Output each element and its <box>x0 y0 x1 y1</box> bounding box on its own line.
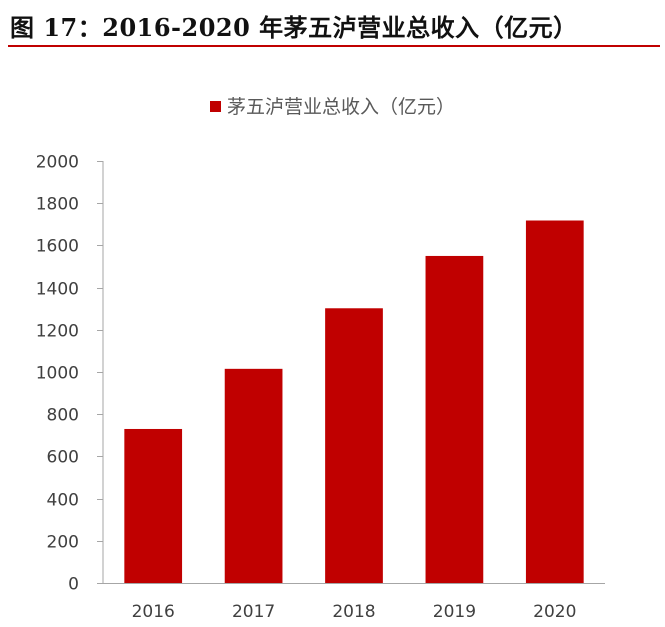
bar-2018 <box>325 308 383 583</box>
x-tick-label: 2017 <box>232 602 275 622</box>
bar-2017 <box>224 368 283 583</box>
y-tick-label: 1000 <box>36 364 79 384</box>
y-axis: 0 200 400 600 800 1000 1200 1400 1600 1800 2000 <box>36 153 104 595</box>
bars <box>124 220 584 583</box>
y-tick-label: 1800 <box>36 195 79 215</box>
y-tick-label: 400 <box>47 491 79 511</box>
bar-2020 <box>525 220 584 583</box>
x-tick-label: 2016 <box>132 602 175 622</box>
x-tick-label: 2019 <box>433 602 476 622</box>
x-tick-label: 2018 <box>332 602 375 622</box>
bar-2019 <box>425 255 484 583</box>
y-tick-label: 1600 <box>36 237 79 257</box>
bar-2016 <box>124 428 183 583</box>
legend-swatch <box>209 101 221 112</box>
y-tick-label: 600 <box>47 448 79 468</box>
chart-legend: 茅五泸营业总收入（亿元） <box>0 92 665 119</box>
figure-header: 图 17：2016-2020 年茅五泸营业总收入（亿元） <box>0 0 665 48</box>
title-underline <box>8 45 660 47</box>
x-axis: 2016 2017 2018 2019 2020 <box>103 583 605 622</box>
y-tick-label: 800 <box>47 406 79 426</box>
x-tick-label: 2020 <box>533 602 576 622</box>
y-tick-label: 1200 <box>36 322 79 342</box>
y-tick-label: 2000 <box>36 153 79 173</box>
legend-label: 茅五泸营业总收入（亿元） <box>226 96 455 118</box>
figure-title: 图 17：2016-2020 年茅五泸营业总收入（亿元） <box>10 13 578 42</box>
y-tick-label: 0 <box>68 575 79 595</box>
y-tick-label: 1400 <box>36 280 79 300</box>
y-tick-label: 200 <box>47 533 79 553</box>
